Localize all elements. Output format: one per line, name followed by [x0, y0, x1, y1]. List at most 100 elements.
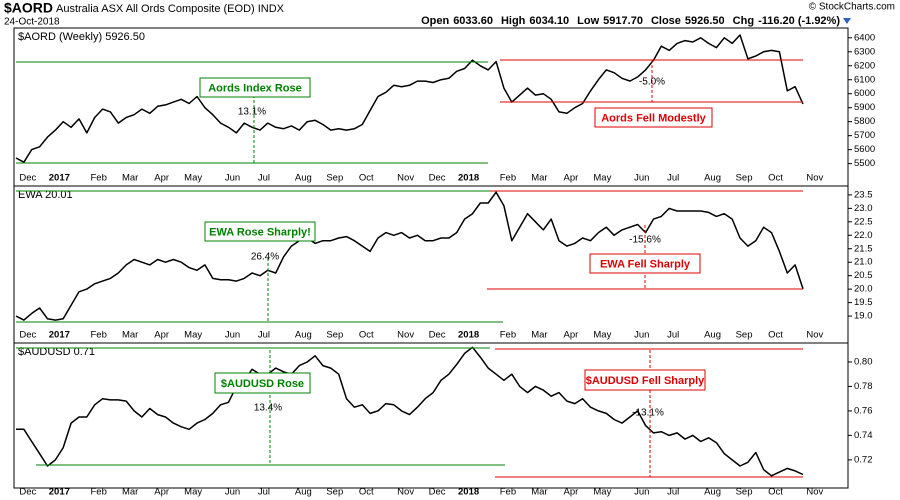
pct-label: 13.4% — [254, 403, 282, 414]
date: 24-Oct-2018 — [4, 17, 60, 28]
description: Australia ASX All Ords Composite (EOD) I… — [56, 3, 285, 15]
y-tick-label: 22.0 — [854, 230, 873, 241]
y-tick-label: 5900 — [854, 102, 875, 113]
note-box — [214, 372, 311, 394]
x-tick-label: Dec — [19, 487, 36, 498]
quote: Open 6033.60 High 6034.10 Low 5917.70 Close 592… — [421, 15, 840, 27]
x-tick-label: Aug — [295, 487, 312, 498]
x-tick-label: Feb — [91, 330, 107, 341]
quote-label: Close — [651, 15, 681, 27]
x-tick-label: Apr — [154, 330, 169, 341]
x-tick-label: Feb — [91, 173, 107, 184]
x-tick-label: Jun — [634, 487, 649, 498]
x-tick-label: Jun — [225, 330, 240, 341]
y-tick-label: 23.5 — [854, 189, 873, 200]
x-tick-label: Feb — [500, 487, 516, 498]
x-tick-label: Mar — [531, 330, 547, 341]
x-tick-label: 2018 — [458, 487, 479, 498]
x-tick-label: Jul — [667, 330, 679, 341]
y-tick-label: 6200 — [854, 60, 875, 71]
x-tick-label: 2017 — [49, 487, 70, 498]
y-tick-label: 19.5 — [854, 297, 873, 308]
x-tick-label: May — [184, 330, 202, 341]
quote-value: 6034.10 — [529, 15, 569, 27]
x-tick-label: Jun — [225, 173, 240, 184]
y-tick-label: 0.74 — [854, 430, 873, 441]
y-tick-label: 5600 — [854, 144, 875, 155]
symbol: $AORD — [4, 0, 53, 16]
x-tick-label: Jul — [258, 173, 270, 184]
price-line — [15, 191, 804, 321]
x-tick-label: Mar — [122, 487, 138, 498]
x-tick-label: Aug — [704, 487, 721, 498]
x-tick-label: 2018 — [458, 173, 479, 184]
x-tick-label: Nov — [397, 330, 414, 341]
x-tick-label: Feb — [500, 330, 516, 341]
note-text: $AUDUSD Fell Sharply — [586, 375, 705, 387]
x-tick-label: Jul — [258, 330, 270, 341]
x-tick-label: Mar — [531, 487, 547, 498]
y-tick-label: 20.5 — [854, 270, 873, 281]
x-tick-label: Nov — [806, 173, 823, 184]
y-tick-label: 0.80 — [854, 356, 873, 367]
x-tick-label: Jul — [667, 487, 679, 498]
x-tick-label: Aug — [704, 330, 721, 341]
quote-value: 5926.50 — [685, 15, 725, 27]
x-tick-label: Oct — [768, 173, 783, 184]
x-tick-label: Aug — [295, 173, 312, 184]
x-tick-label: May — [593, 487, 611, 498]
quote-value: -116.20 (-1.92%) — [758, 15, 840, 27]
x-tick-label: Jul — [667, 173, 679, 184]
x-tick-label: Dec — [429, 330, 446, 341]
quote-value: 6033.60 — [453, 15, 493, 27]
note-text: EWA Fell Sharply — [600, 258, 691, 270]
x-tick-label: Oct — [359, 487, 374, 498]
dropdown-icon[interactable] — [843, 18, 851, 24]
note-text: EWA Rose Sharply! — [209, 226, 311, 238]
price-line — [15, 34, 804, 163]
x-tick-label: Aug — [704, 173, 721, 184]
x-tick-label: Sep — [736, 173, 753, 184]
x-tick-label: Oct — [768, 487, 783, 498]
y-tick-label: 6400 — [854, 32, 875, 43]
quote-label: High — [501, 15, 526, 27]
x-tick-label: Apr — [154, 487, 169, 498]
x-tick-label: Sep — [326, 330, 343, 341]
x-tick-label: May — [593, 330, 611, 341]
note-box — [589, 253, 701, 274]
x-tick-label: Nov — [806, 330, 823, 341]
x-tick-label: Feb — [91, 487, 107, 498]
x-tick-label: 2017 — [49, 173, 70, 184]
x-tick-label: Dec — [429, 173, 446, 184]
quote-value: 5917.70 — [603, 15, 643, 27]
x-tick-label: Mar — [531, 173, 547, 184]
y-tick-label: 22.5 — [854, 216, 873, 227]
x-tick-label: Jun — [225, 487, 240, 498]
y-tick-label: 23.0 — [854, 203, 873, 214]
pct-label: 13.1% — [238, 107, 266, 118]
panel-frame — [13, 342, 849, 489]
y-tick-label: 6000 — [854, 88, 875, 99]
pct-label: 26.4% — [251, 252, 279, 263]
quote-label: Open — [421, 15, 449, 27]
x-tick-label: Apr — [154, 173, 169, 184]
x-tick-label: Dec — [19, 173, 36, 184]
x-tick-label: Oct — [768, 330, 783, 341]
copyright: © StockCharts.com — [809, 2, 895, 13]
x-tick-label: 2017 — [49, 330, 70, 341]
note-box — [199, 77, 311, 98]
x-tick-label: Jun — [634, 173, 649, 184]
note-box — [584, 369, 706, 391]
quote-label: Low — [577, 15, 599, 27]
y-tick-label: 19.0 — [854, 311, 873, 322]
x-tick-label: May — [593, 173, 611, 184]
x-tick-label: Nov — [397, 487, 414, 498]
note-box — [204, 221, 316, 242]
y-tick-label: 21.5 — [854, 243, 873, 254]
x-tick-label: Apr — [564, 173, 579, 184]
x-tick-label: Oct — [359, 173, 374, 184]
y-tick-label: 6100 — [854, 74, 875, 85]
x-tick-label: Dec — [429, 487, 446, 498]
note-text: Aords Fell Modestly — [601, 112, 706, 124]
y-tick-label: 5700 — [854, 130, 875, 141]
